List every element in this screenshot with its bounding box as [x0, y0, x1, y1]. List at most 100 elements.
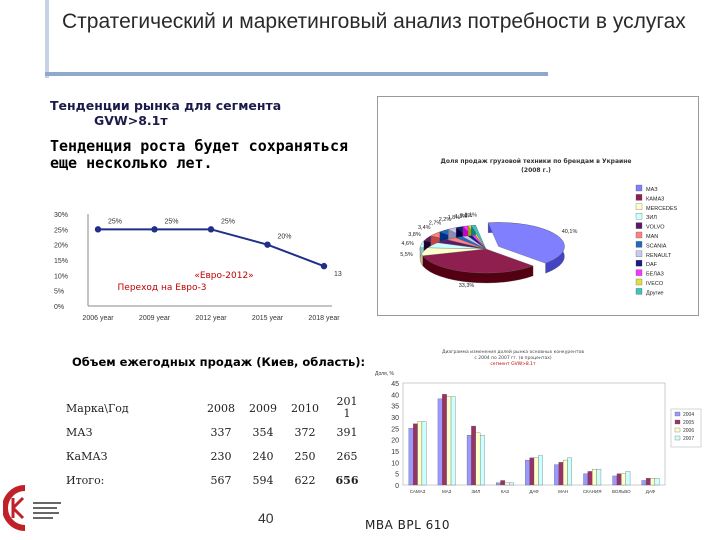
bar: [500, 480, 506, 486]
bar: [408, 428, 414, 486]
pie-data-label: 1,8%: [448, 215, 461, 221]
table-cell: 372: [294, 425, 316, 439]
pie-data-label: 4,6%: [401, 241, 414, 247]
legend-swatch: [635, 203, 643, 210]
table-header-row: Марка\Год 2008 2009 2010 201 1: [62, 396, 368, 420]
sales-label: Объем ежегодных продаж (Киев, область):: [72, 355, 366, 369]
pie-data-label: 3,8%: [408, 232, 421, 238]
legend-entry: SCANIA: [646, 243, 667, 249]
bar: [421, 421, 427, 486]
x-tick-label: МАН: [558, 489, 568, 494]
legend-swatch: [635, 278, 643, 286]
legend-entry: 2005: [683, 420, 694, 426]
data-point: [151, 226, 158, 233]
data-label: 25%: [165, 218, 179, 225]
y-tick-label: 5%: [54, 289, 64, 296]
table-cell: 265: [336, 449, 358, 463]
bar: [554, 464, 559, 486]
legend-entry: МАЗ: [646, 187, 658, 193]
segment-subtitle: Тенденции рынка для сегмента GVW>8.1т: [50, 98, 281, 128]
bar: [587, 471, 593, 486]
legend-entry: 2004: [683, 412, 694, 418]
bar: [538, 455, 543, 486]
table-cell: 354: [252, 425, 274, 439]
x-tick-label: 2018 year: [308, 315, 340, 322]
bar: [466, 434, 472, 486]
legend-swatch: [674, 419, 681, 425]
table-cell: КаМАЗ: [66, 449, 108, 463]
table-header-cell: 2010: [291, 401, 319, 415]
brand-share-pie-chart: Доля продаж грузовой техники по брендам …: [377, 96, 699, 316]
bar: [650, 478, 655, 486]
legend-swatch: [635, 288, 643, 295]
data-point: [207, 226, 215, 233]
data-label: 13%: [334, 271, 342, 278]
y-axis-label: Доля, %: [375, 371, 395, 377]
subtitle-line-2: GVW>8.1т: [94, 113, 168, 128]
x-tick-label: КАЗ: [501, 489, 510, 494]
bar: [625, 471, 631, 486]
table-row: Итого: 567 594 622 656: [62, 468, 368, 492]
bar: [442, 394, 447, 486]
pie-slice: [470, 225, 487, 250]
data-label: 20%: [278, 234, 292, 241]
bar: [567, 457, 572, 486]
bar: [645, 478, 651, 486]
pie-data-label: 1,1%: [465, 213, 478, 219]
y-tick-label: 10%: [54, 273, 68, 280]
pie-data-label: 2,7%: [429, 220, 442, 226]
legend-swatch: [635, 213, 643, 220]
legend-swatch: [635, 184, 643, 192]
bar: [450, 396, 456, 486]
table-cell: 594: [252, 473, 274, 487]
sales-table: Марка\Год 2008 2009 2010 201 1 МАЗ 337 3…: [62, 396, 368, 492]
bar: [479, 434, 485, 486]
table-cell: 622: [294, 473, 316, 487]
table-cell: 656: [335, 473, 359, 487]
slide-title: Стратегический и маркетинговый анализ по…: [62, 10, 686, 33]
legend-entry: КАМАЗ: [646, 196, 665, 202]
pie-data-label: 1,3%: [455, 214, 468, 220]
bar: [471, 425, 476, 486]
pie-slice: [487, 222, 565, 264]
school-logo-icon: [3, 485, 61, 531]
legend-swatch: [635, 194, 643, 201]
x-tick-label: САМАЗ: [410, 489, 426, 494]
legend-entry: VOLVO: [646, 225, 665, 231]
y-tick-label: 0: [395, 483, 399, 490]
data-point: [320, 262, 328, 270]
data-point: [94, 226, 102, 233]
table-cell: Итого:: [66, 473, 105, 487]
pie-data-label: 0,8%: [460, 213, 473, 219]
bar-chart-subtitle: с 2004 по 2007 гг. (в процентах): [474, 355, 552, 361]
pie-slice: [422, 248, 534, 274]
y-tick-label: 0%: [54, 304, 64, 311]
legend-entry: MAN: [646, 234, 658, 240]
bar: [612, 475, 618, 486]
bar: [621, 473, 626, 486]
data-point: [264, 241, 271, 248]
table-header-cell: 2008: [207, 401, 235, 415]
bar: [529, 457, 535, 486]
bar-chart-segment: сегмент GVW>8.1т: [490, 361, 536, 367]
legend-swatch: [635, 260, 643, 267]
bar: [562, 459, 568, 486]
pie-data-label: 5,5%: [400, 252, 413, 258]
x-tick-label: ДАФ: [529, 489, 539, 494]
legend-entry: 2007: [683, 436, 694, 442]
competitor-share-bar-chart: Диаграмма изменения долей рынка основных…: [375, 348, 702, 494]
y-tick-label: 40: [391, 392, 399, 399]
table-cell: 230: [210, 449, 232, 463]
legend-entry: MERCEDES: [646, 206, 678, 212]
pie-subtitle: (2008 г.): [521, 167, 551, 174]
legend-entry: RENAULT: [646, 253, 672, 259]
y-tick-label: 45: [391, 381, 399, 388]
bar: [616, 473, 622, 486]
table-header-cell: 201 1: [336, 395, 358, 420]
pie-data-label: 40,1%: [562, 229, 578, 235]
bar: [446, 396, 452, 486]
table-cell: 250: [294, 449, 316, 463]
x-tick-label: 2006 year: [82, 315, 114, 322]
table-row: МАЗ 337 354 372 391: [62, 420, 368, 444]
bar: [509, 482, 514, 486]
